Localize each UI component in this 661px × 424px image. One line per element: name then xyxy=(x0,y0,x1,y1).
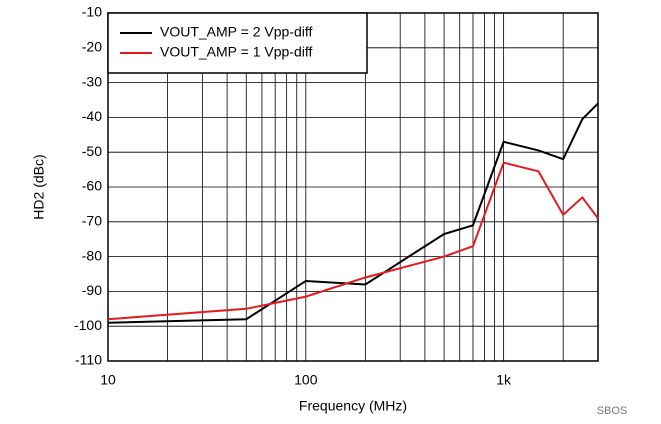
x-axis-label: Frequency (MHz) xyxy=(299,398,407,414)
y-tick-label: -110 xyxy=(75,352,102,368)
y-tick-label: -100 xyxy=(74,317,102,333)
y-tick-label: -40 xyxy=(82,108,102,124)
legend-label: VOUT_AMP = 2 Vpp-diff xyxy=(160,24,312,40)
y-tick-label: -50 xyxy=(82,143,102,159)
x-tick-label: 100 xyxy=(294,372,318,388)
series-line xyxy=(107,102,599,324)
y-tick-label: -30 xyxy=(82,73,102,89)
x-tick-label: 1k xyxy=(496,372,512,388)
legend-box xyxy=(107,12,368,74)
y-tick-label: -90 xyxy=(82,282,102,298)
y-tick-label: -70 xyxy=(82,213,102,229)
y-tick-label: -60 xyxy=(82,178,102,194)
y-tick-label: -20 xyxy=(82,39,102,55)
legend-label: VOUT_AMP = 1 Vpp-diff xyxy=(160,44,312,60)
x-tick-label: 10 xyxy=(100,372,116,388)
y-tick-label: -10 xyxy=(82,4,102,20)
y-tick-label: -80 xyxy=(82,247,102,263)
y-axis-label: HD2 (dBc) xyxy=(31,154,47,219)
annotation: SBOS xyxy=(597,405,628,417)
series-line xyxy=(107,161,599,321)
